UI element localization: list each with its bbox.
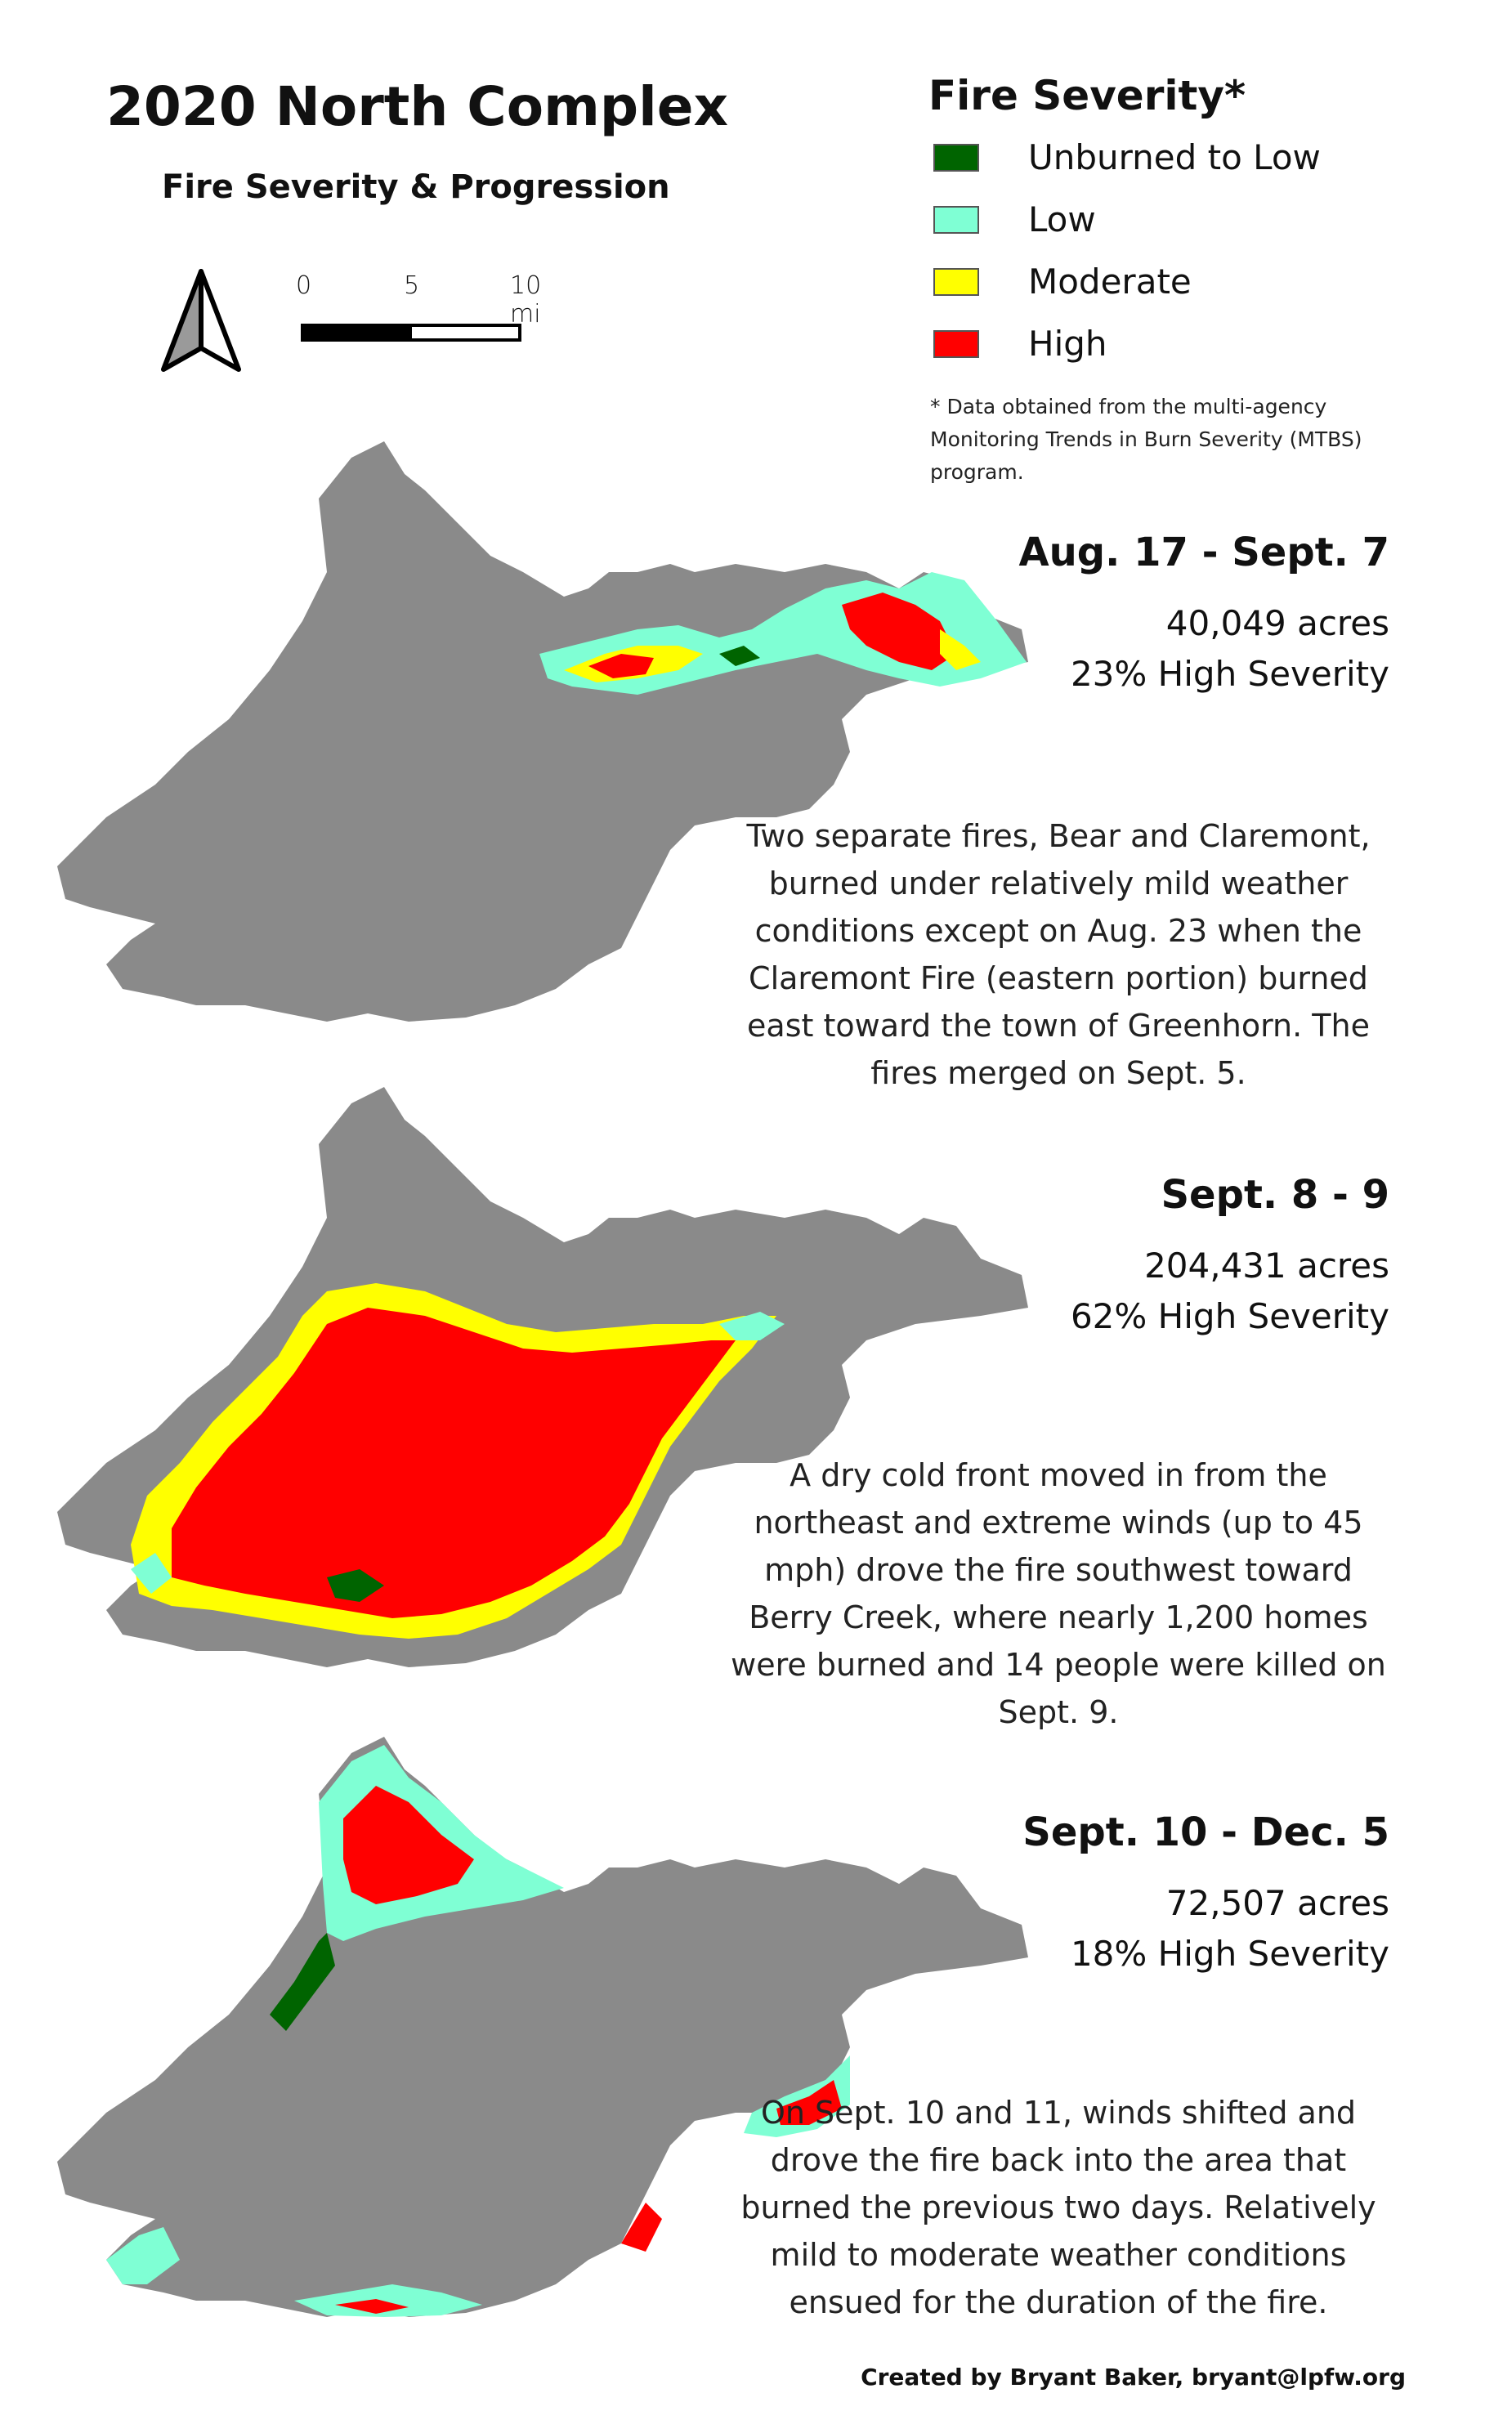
burn-area-low: [719, 1312, 785, 1340]
panel-2-acres: 204,431 acres: [1144, 1246, 1389, 1286]
scale-label-10: 10 mi: [510, 271, 542, 329]
burn-area-high: [776, 2080, 842, 2125]
legend-swatch: [933, 330, 979, 358]
credit-line: Created by Bryant Baker, bryant@lpfw.org: [861, 2364, 1406, 2391]
burn-area-high: [621, 2203, 662, 2252]
legend-label: Moderate: [1028, 262, 1192, 302]
scale-segment-2: [409, 324, 521, 342]
scale-bar: 0 5 10 mi: [296, 271, 574, 353]
map-title: 2020 North Complex: [106, 75, 729, 138]
burn-area-high: [172, 1308, 736, 1618]
map-subtitle: Fire Severity & Progression: [162, 168, 670, 206]
legend-label: Low: [1028, 199, 1096, 239]
legend-swatch: [933, 206, 979, 234]
legend-item-unburned: Unburned to Low: [933, 137, 1424, 186]
panel-1-title: Aug. 17 - Sept. 7: [1018, 530, 1389, 575]
burn-area-low: [294, 2284, 482, 2317]
panel-3-severity: 18% High Severity: [1070, 1934, 1389, 1974]
legend-item-moderate: Moderate: [933, 262, 1424, 311]
panel-3-description: On Sept. 10 and 11, winds shifted and dr…: [740, 2095, 1376, 2320]
panel-3-title: Sept. 10 - Dec. 5: [1022, 1809, 1389, 1855]
scale-label-0: 0: [296, 271, 312, 300]
panel-2-severity: 62% High Severity: [1070, 1296, 1389, 1336]
legend-note: * Data obtained from the multi-agency Mo…: [930, 395, 1362, 484]
burn-area-low: [131, 1553, 172, 1594]
legend-swatch: [933, 268, 979, 296]
map-panel-3: [57, 1737, 1028, 2317]
panel-1-description: Two separate fires, Bear and Claremont, …: [746, 818, 1371, 1091]
burn-area-moderate: [940, 629, 981, 670]
map-panel-1: [57, 441, 1028, 1022]
map-panel-2: [57, 1087, 1028, 1667]
burn-area-unburned: [327, 1569, 384, 1602]
legend-title: Fire Severity*: [928, 72, 1246, 119]
scale-label-5: 5: [404, 271, 420, 300]
panel-2-description: A dry cold front moved in from the north…: [731, 1457, 1386, 1730]
legend-item-high: High: [933, 324, 1424, 373]
burn-area-low: [106, 2227, 180, 2284]
burn-area-unburned: [270, 1933, 335, 2031]
burn-area-high: [343, 1786, 474, 1904]
panel-2-title: Sept. 8 - 9: [1161, 1172, 1389, 1218]
burn-area-high: [588, 654, 654, 678]
burn-area-unburned: [719, 646, 760, 666]
burn-area-high: [842, 593, 956, 670]
legend-label: Unburned to Low: [1028, 137, 1321, 177]
north-arrow-icon: [161, 269, 241, 372]
burn-area-high: [335, 2299, 409, 2314]
legend-item-low: Low: [933, 199, 1424, 248]
panel-3-acres: 72,507 acres: [1165, 1883, 1389, 1923]
legend-swatch: [933, 144, 979, 172]
panel-1-severity: 23% High Severity: [1070, 654, 1389, 694]
legend-label: High: [1028, 324, 1107, 364]
panel-1-acres: 40,049 acres: [1165, 603, 1389, 643]
